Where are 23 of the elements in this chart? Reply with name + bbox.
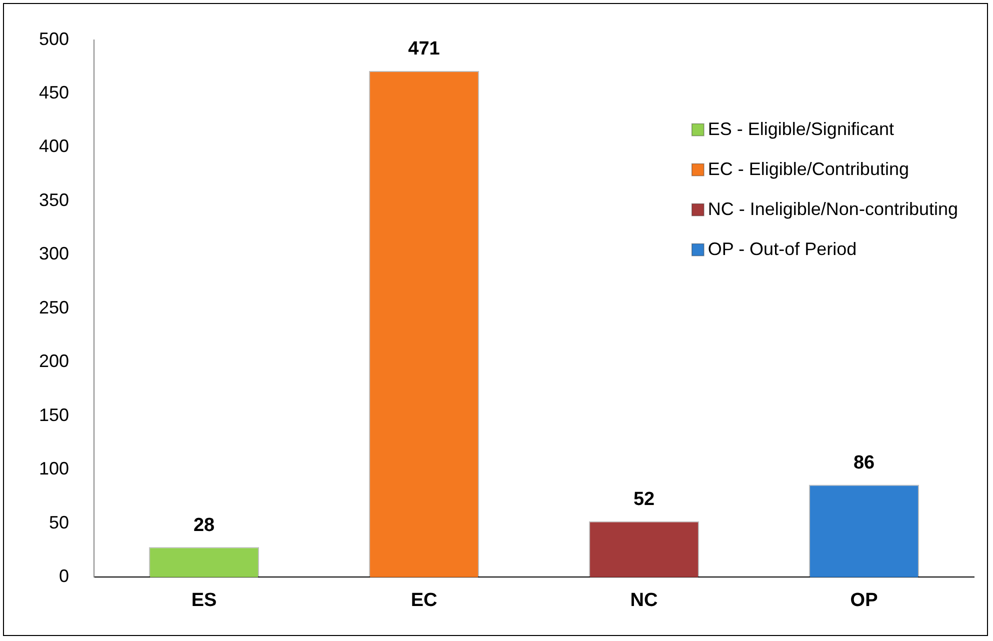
- data-label: 471: [408, 38, 440, 60]
- y-tick-label: 50: [49, 512, 70, 532]
- y-tick-label: 250: [38, 297, 70, 318]
- y-tick-label: 350: [38, 190, 70, 210]
- data-label: 52: [633, 489, 655, 510]
- y-tick-label: 450: [38, 82, 70, 103]
- legend-label: EC - Eligible/Contributing: [708, 158, 909, 179]
- x-tick-label: ES: [191, 590, 217, 611]
- y-tick-label: 300: [38, 244, 70, 264]
- legend-label: OP - Out-of Period: [708, 238, 857, 259]
- data-label: 86: [853, 452, 875, 474]
- y-tick-label: 0: [59, 566, 70, 586]
- legend-label: ES - Eligible/Significant: [708, 118, 894, 139]
- x-tick-label: NC: [630, 590, 658, 611]
- y-tick-label: 400: [38, 136, 70, 156]
- data-label: 28: [193, 514, 215, 536]
- x-tick-label: OP: [850, 590, 878, 611]
- y-tick-label: 150: [38, 404, 70, 425]
- legend-label: NC - Ineligible/Non-contributing: [708, 198, 958, 219]
- y-tick-label: 100: [38, 458, 70, 479]
- y-tick-label: 500: [38, 28, 70, 49]
- x-tick-label: EC: [410, 590, 438, 611]
- y-tick-label: 200: [38, 351, 70, 372]
